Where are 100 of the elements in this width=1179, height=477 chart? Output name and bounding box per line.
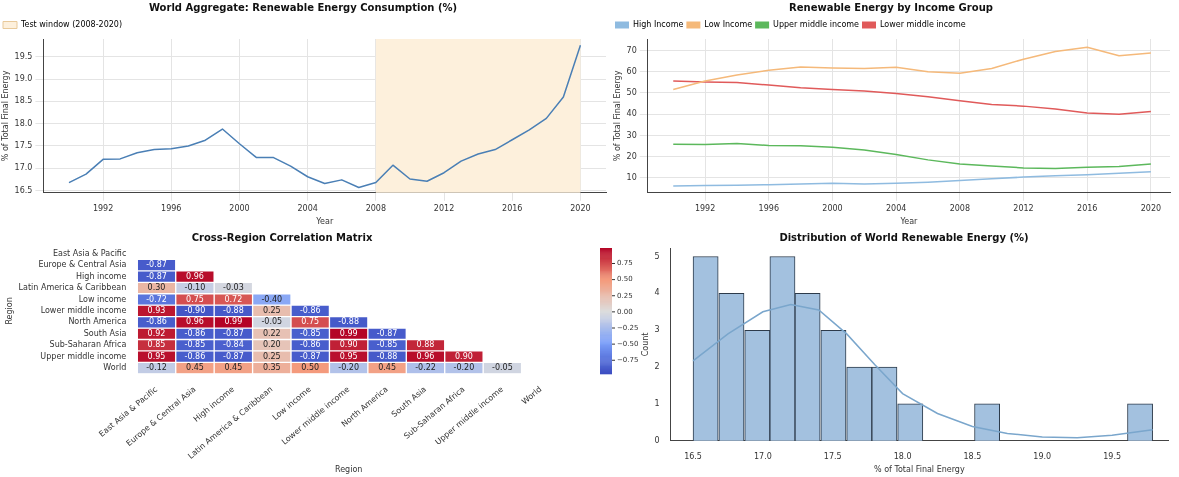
y-tick-label: 17.5 bbox=[14, 141, 33, 151]
x-tick-label: 1992 bbox=[694, 203, 716, 213]
data-label: -0.87 bbox=[146, 271, 167, 281]
x-tick-label: 1996 bbox=[161, 203, 182, 213]
y-tick-label: 20 bbox=[626, 151, 637, 161]
data-label: -0.85 bbox=[184, 339, 206, 349]
data-label: -0.05 bbox=[261, 316, 283, 326]
data-label: -0.87 bbox=[299, 351, 321, 361]
data-label: 0.25 bbox=[262, 351, 281, 361]
data-label: 0.50 bbox=[301, 362, 320, 372]
data-label: -0.22 bbox=[415, 362, 436, 372]
x-tick-label: 2020 bbox=[1140, 203, 1162, 213]
y-tick-label: South Asia bbox=[83, 328, 127, 338]
x-tick-label: 2008 bbox=[365, 203, 387, 213]
data-label: 0.20 bbox=[262, 339, 281, 349]
data-label: -0.87 bbox=[223, 328, 244, 338]
y-tick-label: 5 bbox=[654, 251, 660, 261]
data-label: -0.20 bbox=[338, 362, 360, 372]
data-label: 0.96 bbox=[416, 351, 435, 361]
x-axis-title: Year bbox=[315, 217, 334, 227]
data-label: -0.03 bbox=[223, 282, 244, 292]
data-label: -0.87 bbox=[223, 351, 244, 361]
y-axis-title: % of Total Final Energy bbox=[0, 70, 10, 162]
data-label: 0.96 bbox=[186, 271, 204, 281]
data-label: -0.88 bbox=[338, 316, 360, 326]
data-label: -0.86 bbox=[299, 339, 321, 349]
y-tick-label: Lower middle income bbox=[40, 305, 127, 315]
y-tick-label: 70 bbox=[626, 45, 637, 55]
chart-title: Renewable Energy by Income Group bbox=[789, 1, 993, 13]
y-tick-label: 17.0 bbox=[14, 163, 33, 173]
y-tick-label: 19.5 bbox=[14, 51, 33, 61]
data-label: 0.45 bbox=[224, 362, 243, 372]
data-label: -0.85 bbox=[376, 339, 398, 349]
x-axis-title: % of Total Final Energy bbox=[874, 464, 965, 474]
data-label: 0.92 bbox=[147, 328, 166, 338]
legend-label: Upper middle income bbox=[773, 20, 860, 30]
data-label: -0.12 bbox=[146, 362, 167, 372]
data-label: -0.88 bbox=[223, 305, 244, 315]
data-label: 0.95 bbox=[147, 351, 166, 361]
data-label: -0.86 bbox=[184, 351, 206, 361]
data-label: 0.85 bbox=[147, 339, 166, 349]
x-tick-label: 18.5 bbox=[963, 451, 982, 461]
x-tick-label: 2008 bbox=[949, 203, 971, 213]
y-tick-label: 18.0 bbox=[14, 118, 33, 128]
y-tick-label: Low income bbox=[78, 294, 127, 304]
data-label: -0.87 bbox=[146, 259, 167, 269]
legend-label: Test window (2008-2020) bbox=[20, 20, 123, 30]
data-label: 0.96 bbox=[186, 316, 204, 326]
x-tick-label: 2004 bbox=[297, 203, 318, 213]
y-tick-label: 18.5 bbox=[14, 96, 33, 106]
data-label: -0.88 bbox=[376, 351, 398, 361]
data-label: 0.75 bbox=[186, 294, 204, 304]
data-label: -0.85 bbox=[299, 328, 321, 338]
y-tick-label: 16.5 bbox=[14, 185, 33, 195]
data-label: -0.20 bbox=[453, 362, 475, 372]
x-tick-label: 19.0 bbox=[1033, 451, 1052, 461]
x-tick-label: 2016 bbox=[1077, 203, 1098, 213]
x-axis-title: Region bbox=[334, 464, 363, 474]
data-label: 0.99 bbox=[339, 328, 358, 338]
data-label: 0.30 bbox=[147, 282, 166, 292]
chart-title: Distribution of World Renewable Energy (%) bbox=[779, 231, 1029, 243]
x-axis-title: Year bbox=[899, 217, 919, 227]
y-tick-label: 4 bbox=[654, 287, 660, 297]
x-tick-label: 17.5 bbox=[823, 451, 842, 461]
legend-label: Lower middle income bbox=[880, 20, 966, 30]
x-tick-label: 1992 bbox=[92, 203, 114, 213]
x-tick-label: 2020 bbox=[570, 203, 591, 213]
x-tick-label: 2012 bbox=[1013, 203, 1034, 213]
y-tick-label: 0 bbox=[654, 435, 660, 445]
x-tick-label: 2000 bbox=[229, 203, 250, 213]
x-tick-label: 2004 bbox=[885, 203, 907, 213]
x-tick-label: 2016 bbox=[502, 203, 523, 213]
y-tick-label: 19.0 bbox=[14, 74, 33, 84]
y-tick-label: 10 bbox=[626, 173, 637, 183]
data-label: -0.86 bbox=[146, 316, 167, 326]
x-tick-label: 17.0 bbox=[753, 451, 772, 461]
y-tick-label: 60 bbox=[626, 66, 637, 76]
y-tick-label: 50 bbox=[626, 88, 637, 98]
data-label: 0.45 bbox=[186, 362, 204, 372]
data-label: -0.90 bbox=[184, 305, 206, 315]
y-tick-label: 40 bbox=[626, 109, 637, 119]
data-label: -0.10 bbox=[184, 282, 206, 292]
data-label: 0.90 bbox=[339, 339, 358, 349]
y-tick-label: 1 bbox=[654, 398, 660, 408]
y-tick-label: Sub-Saharan Africa bbox=[49, 339, 127, 349]
y-tick-label: 30 bbox=[626, 130, 637, 140]
chart-title: World Aggregate: Renewable Energy Consumption (%) bbox=[148, 1, 458, 13]
x-tick-label: 16.5 bbox=[684, 451, 702, 461]
data-label: 0.25 bbox=[262, 305, 281, 315]
y-tick-label: Upper middle income bbox=[40, 351, 127, 361]
data-label: 0.95 bbox=[339, 351, 358, 361]
data-label: -0.40 bbox=[261, 294, 283, 304]
legend-label: High Income bbox=[633, 20, 684, 30]
data-label: 0.75 bbox=[301, 316, 320, 326]
y-tick-label: High income bbox=[76, 271, 127, 281]
data-label: -0.86 bbox=[299, 305, 321, 315]
x-tick-label: 18.0 bbox=[893, 451, 912, 461]
data-label: -0.87 bbox=[376, 328, 398, 338]
y-tick-label: East Asia & Pacific bbox=[52, 248, 127, 258]
y-axis-title: Count bbox=[640, 332, 650, 356]
